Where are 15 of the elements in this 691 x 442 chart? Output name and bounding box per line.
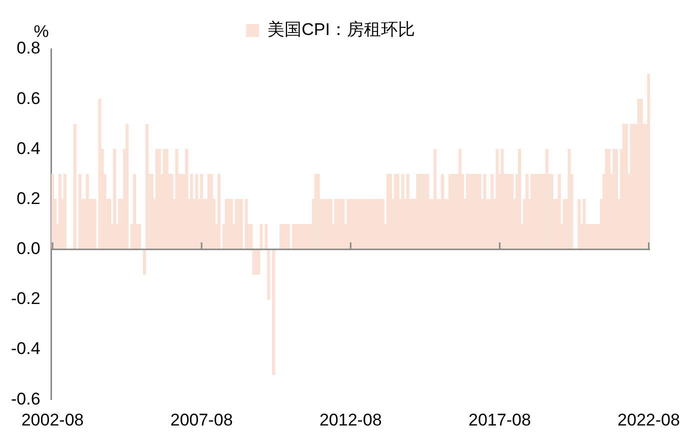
y-tick-label: 0.0 (16, 239, 40, 258)
y-tick-label: 0.6 (16, 88, 40, 108)
x-tick-label: 2007-08 (170, 410, 233, 430)
x-tick-label: 2017-08 (468, 410, 531, 430)
y-tick-label: 0.2 (16, 188, 40, 208)
legend-label: 美国CPI：房租环比 (268, 20, 415, 40)
x-tick-label: 2022-08 (618, 410, 680, 430)
y-tick-label: 0.4 (16, 138, 40, 158)
y-tick-label: -0.4 (10, 339, 40, 358)
x-tick-label: 2002-08 (21, 410, 84, 430)
x-tick-label: 2012-08 (319, 410, 382, 430)
y-axis-title: % (34, 22, 49, 42)
y-tick-label: -0.6 (10, 389, 40, 408)
y-tick-label: 0.8 (16, 38, 40, 58)
y-tick-label: -0.2 (10, 289, 40, 308)
